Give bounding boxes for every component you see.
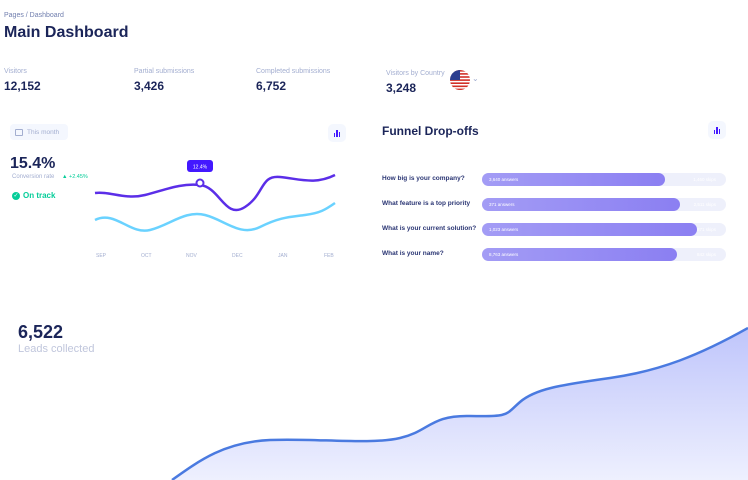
us-flag-icon[interactable] <box>450 70 470 90</box>
leads-value: 6,522 <box>18 322 64 342</box>
funnel-skips: 2,511 skips <box>693 201 716 207</box>
funnel-question: What feature is a top priority <box>382 200 471 207</box>
funnel-title: Funnel Drop-offs <box>382 124 479 138</box>
funnel-question: What is your name? <box>382 250 444 257</box>
funnel-skips: 1,460 skips <box>693 176 716 182</box>
stat-value: 3,248 <box>386 81 417 95</box>
this-month-label: This month <box>27 128 60 136</box>
tooltip-value: 12.4% <box>193 165 208 171</box>
stat-value: 12,152 <box>4 79 41 93</box>
conversion-delta: ▲ +2.45% <box>62 174 88 180</box>
month-label: SEP <box>96 253 107 259</box>
stat-label: Visitors by Country <box>386 70 445 77</box>
stat-partial-submissions: Partial submissions 3,426 <box>134 68 194 93</box>
funnel-bar-fill: 3,640 answers <box>482 173 665 186</box>
funnel-answers: 1,023 answers <box>489 226 519 232</box>
tooltip-box <box>187 160 213 172</box>
funnel-bar: 8,763 answers 842 skips <box>482 248 726 261</box>
stat-completed-submissions: Completed submissions 6,752 <box>256 68 330 93</box>
page-title: Main Dashboard <box>4 24 129 41</box>
leads-area-fill <box>172 328 748 480</box>
funnel-question: What is your current solution? <box>382 225 477 232</box>
funnel-bar: 3,640 answers 1,460 skips <box>482 173 726 186</box>
month-label: DEC <box>232 253 243 259</box>
month-label: OCT <box>141 253 152 259</box>
funnel-answers: 3,640 answers <box>489 176 519 182</box>
delta-value: +2.45% <box>68 174 88 180</box>
calendar-icon <box>15 128 23 136</box>
month-label: JAN <box>278 253 288 259</box>
status-badge: ✓ On track <box>12 191 55 200</box>
funnel-chart-button[interactable] <box>708 121 726 139</box>
funnel-skips: 842 skips <box>696 251 716 257</box>
leads-label: Leads collected <box>18 343 95 355</box>
bar-chart-icon <box>713 126 721 134</box>
leads-area-line <box>171 326 748 480</box>
stat-label: Visitors <box>4 68 27 75</box>
conversion-line-chart: 12.4% <box>94 160 336 232</box>
month-label: NOV <box>186 253 197 259</box>
funnel-answers: 8,763 answers <box>489 251 519 257</box>
month-label: FEB <box>324 253 334 259</box>
stat-value: 3,426 <box>134 79 165 93</box>
leads-area-chart <box>171 326 748 480</box>
funnel-bar-fill: 371 answers <box>482 198 680 211</box>
funnel-answers: 371 answers <box>489 201 515 207</box>
series-dark-line <box>94 173 336 211</box>
breadcrumb[interactable]: Pages / Dashboard <box>4 12 64 19</box>
funnel-bar: 371 answers 2,511 skips <box>482 198 726 211</box>
chevron-down-icon[interactable]: ⌄ <box>472 74 479 83</box>
check-icon: ✓ <box>12 191 20 200</box>
stat-value: 6,752 <box>256 79 287 93</box>
status-text: On track <box>23 191 56 200</box>
conversion-value: 15.4% <box>10 155 56 172</box>
bar-chart-icon <box>333 129 341 137</box>
funnel-bar-fill: 8,763 answers <box>482 248 678 261</box>
stat-label: Partial submissions <box>134 68 195 75</box>
funnel-bar: 1,023 answers 871 skips <box>482 223 726 236</box>
tooltip-point <box>195 178 205 188</box>
stat-visitors-by-country: Visitors by Country 3,248 <box>386 70 445 95</box>
conversion-label: Conversion rate <box>12 174 55 180</box>
this-month-button[interactable]: This month <box>10 124 68 140</box>
stat-visitors: Visitors 12,152 <box>4 68 41 93</box>
funnel-question: How big is your company? <box>382 175 465 182</box>
stat-label: Completed submissions <box>256 68 331 75</box>
funnel-skips: 871 skips <box>696 226 716 232</box>
series-light-line <box>94 201 336 232</box>
funnel-bar-fill: 1,023 answers <box>482 223 697 236</box>
chart-options-button[interactable] <box>328 124 346 142</box>
